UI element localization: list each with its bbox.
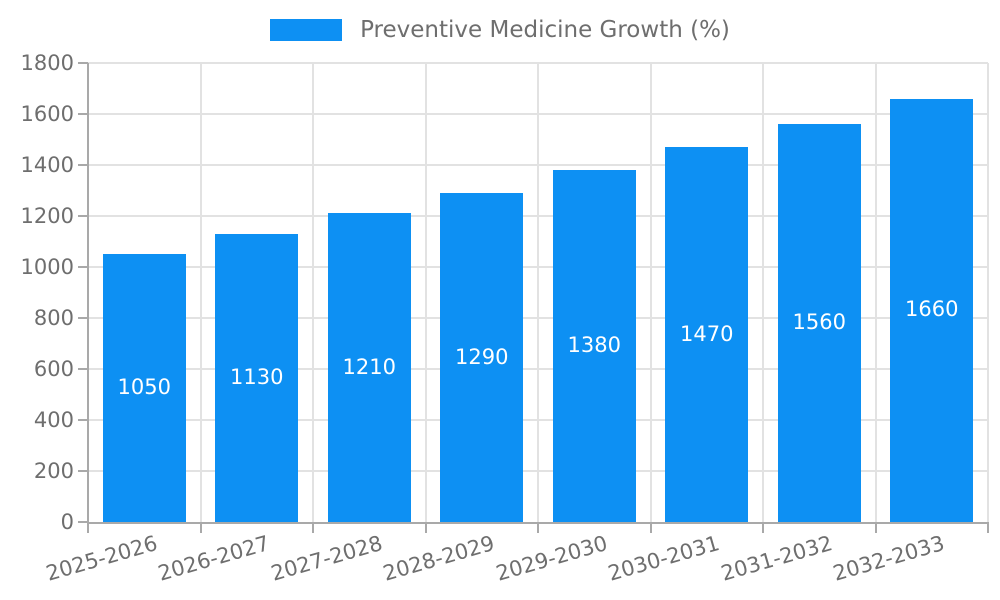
gridline-v <box>987 63 989 522</box>
x-axis-label: 2032-2033 <box>830 531 948 586</box>
x-axis-label: 2028-2029 <box>380 531 498 586</box>
bar-value-label: 1470 <box>680 321 734 346</box>
y-tick-mark <box>78 419 88 421</box>
y-axis-label: 1600 <box>20 102 74 126</box>
bar-value-label: 1210 <box>342 354 396 379</box>
x-tick-mark <box>649 522 652 533</box>
bar-value-label: 1380 <box>567 333 621 358</box>
gridline-v <box>762 63 764 522</box>
y-axis-label: 600 <box>33 357 74 381</box>
bar-value-label: 1660 <box>905 297 959 322</box>
x-axis-label: 2029-2030 <box>493 531 610 586</box>
gridline-v <box>424 63 427 522</box>
x-axis-label: 2030-2031 <box>605 531 723 586</box>
bar-2026-2027[interactable]: 1130 <box>215 233 299 522</box>
y-axis-label: 1400 <box>20 153 74 177</box>
y-axis-line <box>87 63 89 522</box>
gridline-v <box>199 63 202 522</box>
gridline-v <box>312 63 314 522</box>
gridline-v <box>649 63 652 522</box>
x-tick-mark <box>199 522 202 533</box>
x-tick-mark <box>987 522 989 533</box>
y-tick-mark <box>78 266 88 268</box>
x-tick-mark <box>874 522 877 533</box>
x-axis-label: 2027-2028 <box>268 531 385 586</box>
bar-value-label: 1130 <box>230 364 284 389</box>
bar-value-label: 1560 <box>792 310 846 335</box>
x-tick-mark <box>87 522 89 533</box>
legend-label: Preventive Medicine Growth (%) <box>360 17 730 43</box>
bar-2030-2031[interactable]: 1470 <box>665 147 749 522</box>
y-axis-label: 1000 <box>20 255 74 279</box>
y-axis-label: 1800 <box>20 51 74 75</box>
gridline-v <box>537 63 539 522</box>
y-tick-mark <box>78 521 88 523</box>
bar-value-label: 1290 <box>455 344 509 369</box>
y-tick-mark <box>78 470 88 472</box>
x-tick-mark <box>312 522 314 533</box>
bar-2031-2032[interactable]: 1560 <box>777 124 861 522</box>
y-axis-label: 0 <box>60 510 74 534</box>
y-tick-mark <box>78 317 88 319</box>
bar-value-label: 1050 <box>117 375 171 400</box>
y-axis-label: 800 <box>33 306 74 330</box>
x-tick-mark <box>762 522 764 533</box>
y-axis-label: 200 <box>33 459 74 483</box>
x-axis-label: 2025-2026 <box>43 531 160 586</box>
legend-swatch <box>270 19 343 41</box>
x-axis-label: 2031-2032 <box>718 531 835 586</box>
y-tick-mark <box>78 368 88 370</box>
x-tick-mark <box>537 522 539 533</box>
gridline-v <box>874 63 877 522</box>
x-tick-mark <box>424 522 427 533</box>
chart-legend[interactable]: Preventive Medicine Growth (%) <box>0 17 1000 43</box>
bar-2032-2033[interactable]: 1660 <box>890 98 974 522</box>
bar-2025-2026[interactable]: 1050 <box>102 254 186 522</box>
y-tick-mark <box>78 215 88 217</box>
y-tick-mark <box>78 62 88 64</box>
x-axis-label: 2026-2027 <box>155 531 273 586</box>
bar-2029-2030[interactable]: 1380 <box>552 170 636 522</box>
y-tick-mark <box>78 164 88 166</box>
bar-2027-2028[interactable]: 1210 <box>327 213 411 522</box>
bar-2028-2029[interactable]: 1290 <box>440 193 524 522</box>
y-axis-label: 1200 <box>20 204 74 228</box>
y-axis-label: 400 <box>33 408 74 432</box>
y-tick-mark <box>78 113 88 115</box>
x-axis-line <box>87 522 989 524</box>
